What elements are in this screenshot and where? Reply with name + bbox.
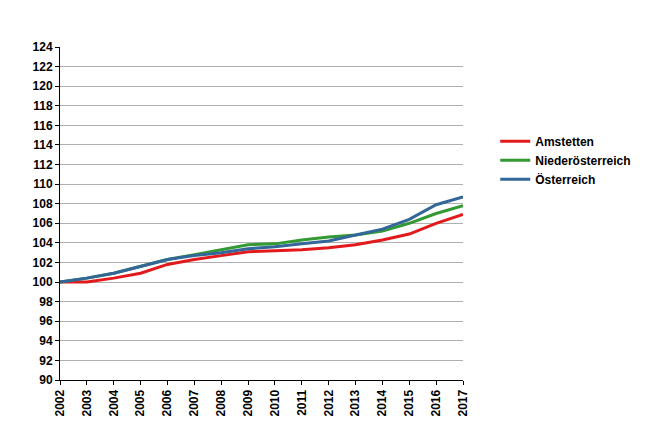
svg-text:118: 118	[33, 99, 53, 113]
svg-text:90: 90	[39, 373, 53, 387]
svg-text:2005: 2005	[134, 389, 148, 416]
svg-text:102: 102	[33, 256, 53, 270]
svg-text:92: 92	[39, 354, 53, 368]
svg-text:2006: 2006	[160, 389, 174, 416]
svg-text:Amstetten: Amstetten	[535, 135, 594, 149]
svg-text:2011: 2011	[295, 389, 309, 415]
svg-text:110: 110	[33, 177, 53, 191]
svg-text:114: 114	[33, 138, 53, 152]
svg-text:2016: 2016	[429, 389, 443, 416]
svg-text:2004: 2004	[107, 389, 121, 416]
svg-text:2008: 2008	[214, 389, 228, 416]
svg-text:2009: 2009	[241, 389, 255, 416]
svg-text:108: 108	[33, 197, 53, 211]
svg-text:104: 104	[33, 236, 53, 250]
svg-text:120: 120	[33, 79, 53, 93]
svg-text:2017: 2017	[456, 389, 470, 416]
svg-text:124: 124	[33, 40, 53, 54]
svg-text:96: 96	[39, 314, 53, 328]
svg-text:Österreich: Österreich	[535, 172, 595, 187]
svg-text:2013: 2013	[348, 389, 362, 416]
svg-text:2002: 2002	[53, 389, 67, 416]
svg-text:116: 116	[33, 119, 53, 133]
svg-text:112: 112	[33, 158, 53, 172]
svg-text:2012: 2012	[322, 389, 336, 416]
svg-text:2015: 2015	[402, 389, 416, 416]
svg-text:106: 106	[33, 216, 53, 230]
svg-text:2010: 2010	[268, 389, 282, 416]
svg-text:94: 94	[39, 334, 53, 348]
svg-text:2014: 2014	[375, 389, 389, 416]
svg-text:98: 98	[39, 295, 53, 309]
svg-text:Niederösterreich: Niederösterreich	[535, 154, 630, 168]
svg-text:122: 122	[33, 60, 53, 74]
svg-text:2003: 2003	[80, 389, 94, 416]
svg-text:2007: 2007	[187, 389, 201, 416]
svg-text:100: 100	[33, 275, 53, 289]
